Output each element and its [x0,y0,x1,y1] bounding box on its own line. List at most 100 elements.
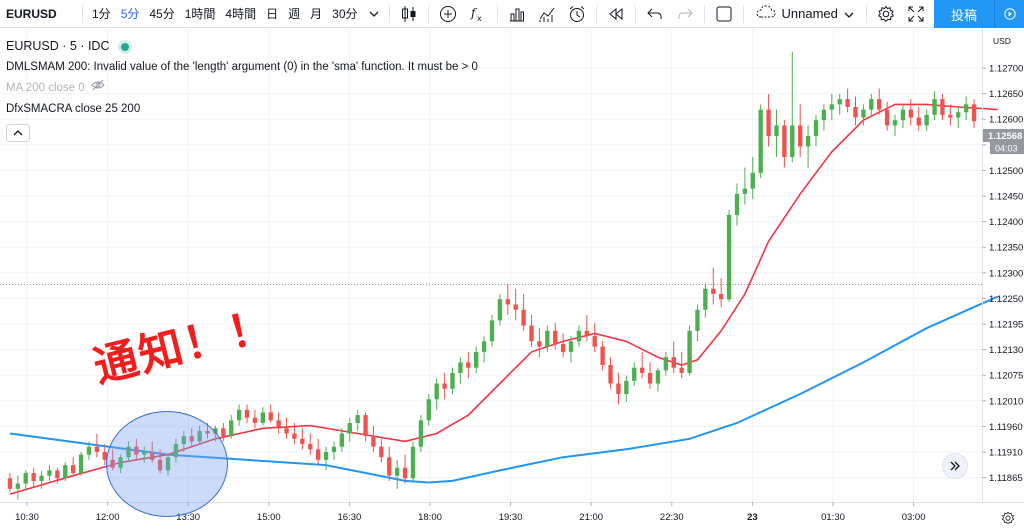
bar-chart-icon[interactable] [502,0,532,28]
price-axis[interactable]: 1.127001.126501.126001.125501.125001.124… [982,64,1023,485]
toolbar-divider [427,4,429,23]
scroll-to-realtime-button[interactable] [942,453,968,479]
candle-body [908,109,914,118]
candle-body [963,104,969,113]
price-axis-label: 1.12075 [989,371,1023,382]
candle-body [521,309,526,326]
candle-body [23,473,28,484]
time-axis-label: 23 [747,512,758,523]
current-price-value: 1.12568 [988,131,1022,142]
candle-body [221,428,226,437]
interval-1h[interactable]: 1時間 [184,6,216,21]
candle-body [276,420,281,429]
candle-body [466,362,471,368]
interval-45m[interactable]: 45分 [149,6,175,21]
candle-body [861,109,866,118]
candle-body [410,446,416,479]
candle-body [315,449,321,460]
interval-5m[interactable]: 5分 [120,6,140,21]
toolbar-divider [703,4,705,23]
price-axis-label: 1.11865 [989,473,1023,484]
candle-body [877,99,882,110]
candle-body [387,457,392,476]
gear-icon [1001,511,1015,525]
candle-body [347,423,352,434]
candle-body [102,451,107,460]
candle-body [663,357,669,371]
symbol-search-button[interactable]: EURUSD [6,6,57,21]
candle-body [442,383,447,389]
alert-clock-icon[interactable] [562,0,592,28]
expand-icon[interactable] [901,0,931,28]
interval-month[interactable]: 月 [310,6,323,21]
eye-hidden-icon[interactable] [90,78,105,99]
candle-body [758,109,763,173]
interval-4h[interactable]: 4時間 [225,6,257,21]
interval-week[interactable]: 週 [288,6,301,21]
highlight-circle [106,411,228,517]
candle-body [782,125,787,158]
layout-selector[interactable]: Unnamed [748,0,862,28]
candle-body [892,120,898,126]
ma-long-line [9,295,999,484]
price-axis-label: 1.12350 [989,243,1023,254]
candle-body [394,467,400,476]
add-indicator-icon[interactable] [433,0,463,28]
candle-body [971,104,977,122]
chevron-down-icon[interactable] [363,0,385,28]
indicator-dfxsmacra-label[interactable]: DfxSMACRA close 25 200 [6,103,141,115]
candle-body [956,112,961,118]
triangle-down-icon [1003,8,1016,20]
candle-body [560,344,566,352]
candle-body [497,299,503,321]
price-chart[interactable]: USD 1.127001.126501.126001.125501.125001… [0,28,1024,530]
interval-custom[interactable]: 30分 [332,6,358,21]
time-axis[interactable]: 10:30 12:00 13:30 15:00 16:30 18:00 19:30 21:00… [15,502,925,523]
legend-collapse-button[interactable] [6,124,30,142]
candle-body [418,420,424,447]
candle-body [845,99,850,107]
candlestick-icon[interactable] [394,0,424,28]
candle-body [7,478,13,489]
price-axis-label: 1.12300 [989,268,1023,279]
price-axis-label: 1.11960 [989,422,1023,433]
candle-body [742,188,748,194]
price-axis-label: 1.12700 [989,64,1023,75]
candle-body [829,104,834,110]
cloud-icon [756,5,776,22]
redo-icon[interactable] [670,0,700,28]
candle-body [252,417,258,423]
publish-menu-button[interactable] [994,0,1024,28]
price-axis-label: 1.12600 [989,115,1023,126]
candle-body [576,330,582,342]
market-status-dot [121,42,130,51]
replay-icon[interactable] [601,0,631,28]
gear-icon[interactable] [871,0,901,28]
toolbar-divider [634,4,636,23]
toolbar-divider [496,4,498,23]
toolbar-divider [595,4,597,23]
candle-body [703,288,708,310]
indicator-dmlsmam-label[interactable]: DMLSMAM 200: Invalid value of the 'lengt… [6,61,478,73]
interval-day[interactable]: 日 [266,6,279,21]
candle-body [766,109,771,136]
candles [7,51,977,500]
time-axis-label: 03:00 [902,512,926,523]
interval-1m[interactable]: 1分 [92,6,111,21]
candle-body [813,120,819,136]
fullscreen-rect-icon[interactable] [709,0,739,28]
indicator-ma-label[interactable]: MA 200 close 0 [6,82,85,94]
chart-settings-button[interactable] [998,509,1018,527]
undo-icon[interactable] [640,0,670,28]
candle-body [924,114,929,126]
toolbar-divider [865,4,867,23]
candle-body [553,330,558,344]
publish-button[interactable]: 投稿 [934,0,994,28]
time-axis-label: 22:30 [660,512,684,523]
candle-body [47,470,52,476]
candle-body [592,336,597,347]
price-axis-label: 1.12195 [989,320,1023,331]
legend-symbol[interactable]: EURUSD · 5 · IDC [6,39,110,53]
compare-icon[interactable] [532,0,562,28]
